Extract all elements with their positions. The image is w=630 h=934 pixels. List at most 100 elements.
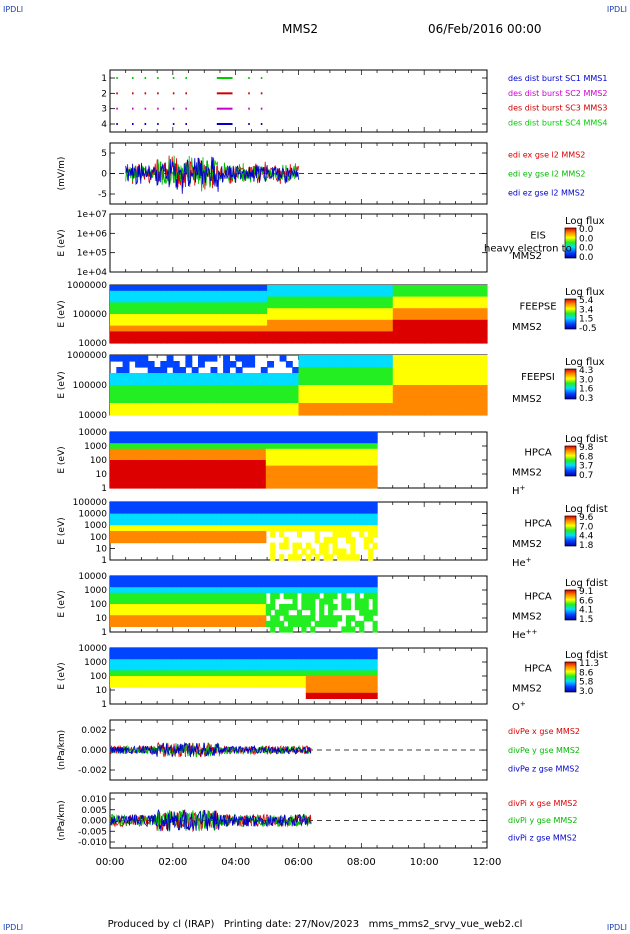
heatmap-cell [185, 581, 191, 588]
heatmap-cell [337, 519, 343, 526]
heatmap-cell [298, 331, 306, 338]
heatmap-cell [424, 409, 432, 416]
heatmap-cell [265, 519, 271, 526]
heatmap-cell [345, 598, 351, 605]
heatmap-cell [118, 598, 124, 605]
heatmap-cell [350, 536, 356, 544]
heatmap-cell [368, 531, 374, 538]
heatmap-cell [127, 432, 133, 439]
heatmap-cell [392, 314, 400, 321]
heatmap-cell [185, 379, 193, 386]
heatmap-cell [319, 681, 325, 688]
heatmap-cell [274, 437, 280, 444]
heatmap-cell [128, 302, 136, 309]
heatmap-cell [185, 409, 193, 416]
heatmap-cell [260, 373, 268, 380]
heatmap-cell [411, 397, 419, 404]
heatmap-cell [265, 476, 271, 483]
heatmap-cell [110, 331, 117, 338]
heatmap-cell [185, 576, 191, 583]
burst-interval-mark [131, 77, 134, 79]
heatmap-cell [141, 337, 149, 344]
heatmap-cell [372, 460, 378, 467]
heatmap-cell [118, 465, 124, 472]
heatmap-cell [328, 609, 334, 616]
heatmap-cell [279, 443, 285, 450]
heatmap-cell [298, 373, 306, 380]
heatmap-cell [230, 513, 236, 520]
heatmap-cell [230, 482, 236, 489]
heatmap-cell [261, 536, 267, 544]
burst-interval-mark [116, 123, 118, 125]
heatmap-cell [461, 373, 469, 380]
heatmap-cell [132, 432, 138, 439]
heatmap-cell [110, 519, 116, 526]
heatmap-cell [210, 391, 218, 398]
heatmap-cell [116, 296, 124, 303]
heatmap-cell [317, 409, 325, 416]
heatmap-cell [361, 296, 369, 303]
heatmap-cell [127, 476, 133, 483]
heatmap-cell [311, 367, 318, 374]
heatmap-cell [132, 507, 138, 515]
heatmap-cell [323, 507, 329, 515]
heatmap-cell [270, 653, 276, 660]
heatmap-cell [239, 615, 245, 622]
heatmap-cell [474, 319, 482, 327]
heatmap-cell [145, 437, 151, 444]
heatmap-cell [443, 367, 450, 374]
heatmap-cell [176, 507, 182, 515]
heatmap-cell [225, 581, 231, 588]
heatmap-cell [332, 519, 338, 526]
heatmap-cell [292, 454, 298, 461]
heatmap-cell [261, 648, 267, 655]
heatmap-cell [136, 502, 142, 509]
heatmap-cell [292, 554, 298, 561]
heatmap-cell [191, 302, 199, 309]
heatmap-cell [199, 525, 205, 532]
heatmap-cell [167, 432, 173, 439]
heatmap-cell [345, 687, 351, 694]
heatmap-cell [363, 525, 369, 532]
heatmap-cell [159, 448, 165, 455]
heatmap-cell [411, 325, 419, 332]
heatmap-cell [468, 285, 475, 292]
colorbar-tick-label: 1.6 [579, 385, 594, 395]
heatmap-cell [190, 587, 196, 594]
heatmap-cell [323, 576, 329, 583]
heatmap-cell [296, 507, 302, 515]
heatmap-cell [212, 681, 218, 688]
burst-interval-mark [172, 107, 175, 110]
heatmap-cell [145, 519, 151, 526]
heatmap-cell [424, 285, 432, 292]
heatmap-cell [261, 676, 267, 683]
heatmap-cell [317, 385, 325, 392]
heatmap-cell [167, 443, 173, 450]
heatmap-cell [311, 391, 318, 398]
x-tick-label: 02:00 [158, 857, 187, 868]
heatmap-cell [345, 604, 351, 611]
heatmap-cell [203, 507, 209, 515]
heatmap-cell [167, 448, 173, 455]
heatmap-cell [159, 465, 165, 472]
heatmap-cell [354, 525, 360, 532]
heatmap-cell [367, 290, 375, 298]
heatmap-cell [323, 290, 331, 298]
heatmap-cell [342, 385, 350, 392]
heatmap-cell [285, 325, 293, 332]
heatmap-cell [243, 536, 249, 544]
heatmap-cell [468, 319, 475, 327]
heatmap-cell [279, 409, 287, 416]
heatmap-cell [163, 507, 169, 515]
heatmap-cell [166, 355, 174, 362]
heatmap-cell [350, 471, 356, 478]
heatmap-cell [136, 615, 142, 622]
heatmap-cell [243, 476, 249, 483]
heatmap-cell [279, 465, 285, 472]
heatmap-cell [203, 448, 209, 455]
heatmap-cell [207, 432, 213, 439]
heatmap-cell [399, 403, 406, 410]
heatmap-cell [372, 576, 378, 583]
heatmap-cell [363, 576, 369, 583]
heatmap-cell [128, 337, 136, 344]
